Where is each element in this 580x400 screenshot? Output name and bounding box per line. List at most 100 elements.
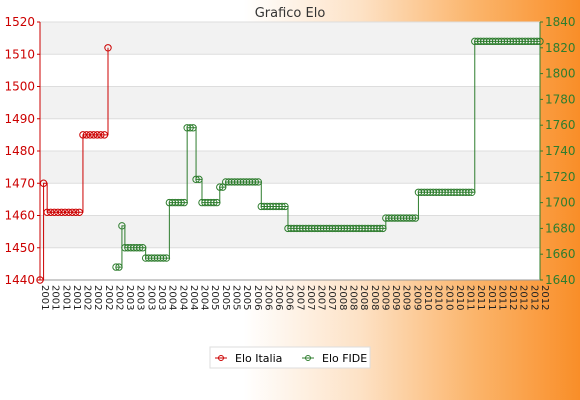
data-point-elo-fide (138, 244, 147, 252)
x-tick-label: 2007 (316, 285, 327, 310)
y-right-tick-label: 1740 (545, 144, 576, 158)
x-tick-label: 2007 (305, 285, 316, 310)
data-point-elo-italia (79, 131, 87, 139)
chart-title: Grafico Elo (255, 6, 326, 21)
x-tick-label: 2004 (188, 285, 199, 310)
x-tick-label: 2006 (273, 285, 284, 310)
x-tick-label: 2002 (113, 285, 124, 310)
x-tick-label: 2006 (252, 285, 263, 310)
data-point-elo-fide (186, 124, 194, 132)
y-left-tick-label: 1470 (4, 176, 35, 190)
x-tick-label: 2012 (539, 285, 550, 310)
data-point-elo-fide (118, 222, 126, 230)
x-tick-label: 2003 (124, 285, 135, 310)
data-point-elo-fide (251, 178, 260, 186)
data-point-elo-italia (100, 131, 109, 139)
data-point-elo-fide (177, 198, 185, 207)
x-tick-label: 2003 (145, 285, 156, 310)
x-tick-label: 2011 (475, 285, 486, 310)
data-point-elo-fide (408, 214, 417, 222)
x-tick-label: 2005 (220, 285, 231, 310)
x-tick-label: 2011 (465, 285, 476, 310)
x-tick-label: 2010 (443, 285, 454, 310)
y-right-tick-label: 1780 (545, 92, 576, 106)
x-tick-label: 2008 (337, 285, 348, 310)
x-tick-label: 2002 (103, 285, 114, 310)
y-left-tick-label: 1450 (4, 241, 35, 255)
data-point-elo-fide (159, 254, 168, 262)
y-right-tick-label: 1700 (545, 196, 576, 210)
legend-label: Elo Italia (235, 352, 282, 365)
x-tick-label: 2003 (135, 285, 146, 310)
data-point-elo-fide (189, 124, 197, 132)
data-point-elo-italia (47, 208, 55, 216)
y-left-tick-label: 1500 (4, 80, 35, 94)
data-point-elo-fide (195, 175, 203, 184)
data-point-elo-fide (536, 37, 544, 46)
data-point-elo-fide (278, 202, 286, 211)
x-tick-label: 2009 (411, 285, 422, 310)
x-tick-label: 2003 (156, 285, 167, 310)
data-point-elo-italia (75, 208, 84, 216)
x-tick-label: 2007 (326, 285, 337, 310)
x-tick-label: 2012 (518, 285, 529, 310)
y-left-tick-label: 1440 (4, 273, 35, 287)
x-tick-label: 2005 (209, 285, 220, 310)
x-tick-label: 2010 (454, 285, 465, 310)
data-point-elo-italia (104, 44, 112, 52)
x-tick-label: 2002 (92, 285, 103, 310)
x-tick-label: 2009 (401, 285, 412, 310)
data-point-elo-italia (97, 131, 105, 139)
y-right-tick-label: 1760 (545, 118, 576, 132)
y-left-tick-label: 1510 (4, 47, 35, 61)
x-tick-label: 2010 (422, 285, 433, 310)
x-tick-label: 2006 (284, 285, 295, 310)
x-tick-label: 2004 (199, 285, 210, 310)
x-tick-label: 2009 (390, 285, 401, 310)
x-tick-label: 2008 (358, 285, 369, 310)
data-point-elo-italia (64, 208, 73, 216)
x-tick-label: 2011 (496, 285, 507, 310)
x-tick-label: 2012 (528, 285, 539, 310)
legend-swatch-marker (218, 355, 224, 361)
data-point-elo-italia (36, 276, 44, 284)
data-point-elo-fide (533, 37, 541, 46)
x-tick-label: 2004 (167, 285, 178, 310)
data-point-elo-fide (468, 188, 476, 196)
data-point-elo-fide (213, 198, 221, 207)
data-point-elo-fide (216, 183, 224, 191)
x-tick-label: 2001 (60, 285, 71, 310)
y-right-tick-label: 1660 (545, 247, 576, 261)
legend-label: Elo FIDE (322, 352, 367, 365)
y-right-tick-label: 1840 (545, 15, 576, 29)
x-tick-label: 2002 (82, 285, 93, 310)
data-point-elo-italia (93, 131, 101, 139)
data-point-elo-fide (210, 198, 218, 207)
y-right-tick-label: 1640 (545, 273, 576, 287)
x-tick-label: 2001 (71, 285, 82, 310)
x-tick-label: 2004 (177, 285, 188, 310)
grid-band (40, 151, 540, 184)
y-left-tick-label: 1490 (4, 112, 35, 126)
data-point-elo-italia (72, 208, 80, 216)
data-point-elo-italia (61, 208, 69, 216)
legend-swatch-marker (305, 355, 311, 361)
data-point-elo-italia (86, 131, 94, 139)
x-tick-label: 2001 (50, 285, 61, 310)
y-right-tick-label: 1680 (545, 221, 576, 235)
data-point-elo-italia (89, 131, 98, 139)
data-point-elo-fide (376, 224, 384, 233)
data-point-elo-italia (82, 131, 91, 139)
x-tick-label: 2011 (486, 285, 497, 310)
x-tick-label: 2010 (433, 285, 444, 310)
x-tick-label: 2005 (230, 285, 241, 310)
data-point-elo-fide (192, 175, 200, 184)
grid-band (40, 86, 540, 119)
data-point-elo-fide (254, 178, 263, 186)
y-right-tick-label: 1820 (545, 41, 576, 55)
grid-band (40, 22, 540, 55)
data-point-elo-fide (281, 202, 289, 211)
y-left-tick-label: 1520 (4, 15, 35, 29)
